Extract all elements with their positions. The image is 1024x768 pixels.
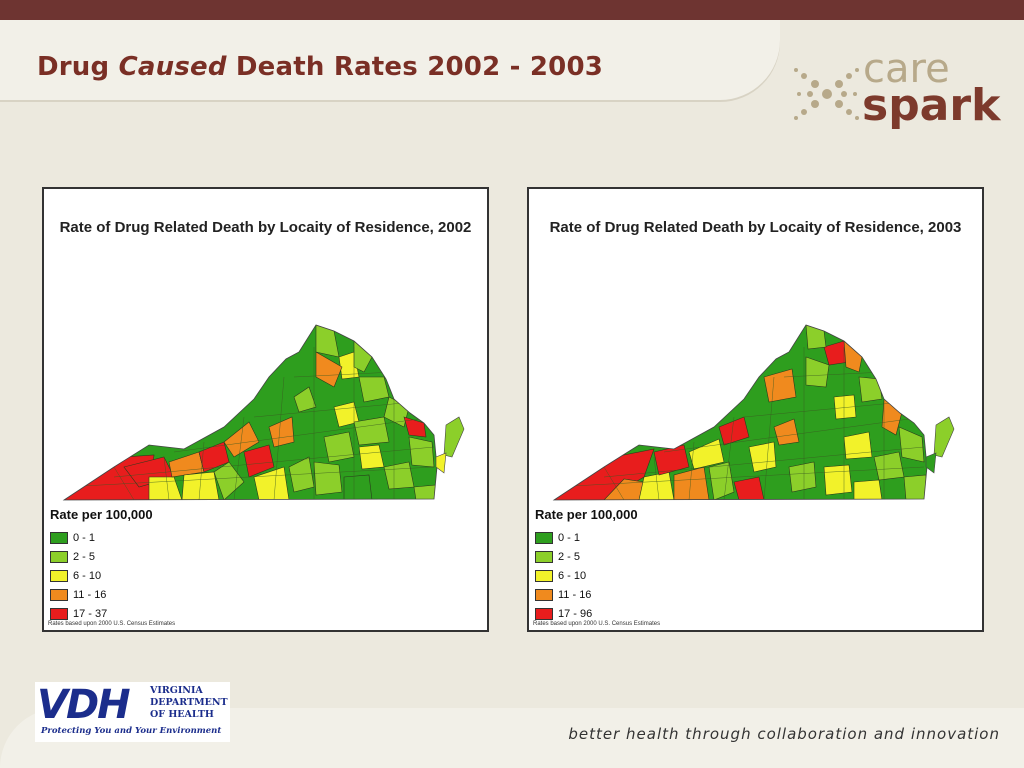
vdh-line-2: DEPARTMENT bbox=[150, 697, 228, 708]
legend-swatch bbox=[535, 531, 553, 544]
legend-label: 0 - 1 bbox=[558, 531, 581, 544]
legend-item: 17 - 37 bbox=[50, 604, 153, 623]
vdh-line-1: VIRGINIA bbox=[150, 685, 203, 696]
legend-swatch bbox=[50, 550, 68, 563]
legend-item: 11 - 16 bbox=[50, 585, 153, 604]
map-legend: Rate per 100,000 0 - 1 2 - 5 6 - 10 11 -… bbox=[50, 507, 153, 623]
legend-label: 2 - 5 bbox=[73, 550, 96, 563]
map-legend: Rate per 100,000 0 - 1 2 - 5 6 - 10 11 -… bbox=[535, 507, 638, 623]
map-title: Rate of Drug Related Death by Locaity of… bbox=[549, 219, 962, 236]
legend-swatch bbox=[535, 550, 553, 563]
legend-label: 2 - 5 bbox=[558, 550, 581, 563]
virginia-map-2003 bbox=[552, 324, 955, 501]
vdh-letters: VDH bbox=[37, 682, 131, 728]
legend-swatch bbox=[50, 569, 68, 582]
vdh-subtitle: Protecting You and Your Environment bbox=[41, 726, 222, 736]
legend-swatch bbox=[535, 607, 553, 620]
legend-item: 6 - 10 bbox=[535, 566, 638, 585]
legend-label: 17 - 37 bbox=[73, 607, 108, 620]
legend-swatch bbox=[535, 569, 553, 582]
map-panel-2002: Rate of Drug Related Death by Locaity of… bbox=[42, 187, 489, 632]
legend-item: 0 - 1 bbox=[535, 528, 638, 547]
starburst-icon bbox=[794, 68, 859, 120]
map-panel-2003: Rate of Drug Related Death by Locaity of… bbox=[527, 187, 984, 632]
legend-swatch bbox=[50, 607, 68, 620]
logo-word-care: care bbox=[863, 46, 950, 92]
slide-title: Drug Caused Death Rates 2002 - 2003 bbox=[37, 52, 604, 82]
legend-label: 0 - 1 bbox=[73, 531, 96, 544]
tagline: better health through collaboration and … bbox=[568, 725, 1000, 743]
legend-label: 11 - 16 bbox=[73, 588, 107, 601]
legend-swatch bbox=[50, 588, 68, 601]
footnote: Rates based upon 2000 U.S. Census Estima… bbox=[533, 621, 661, 627]
legend-swatch bbox=[50, 531, 68, 544]
header-band bbox=[0, 20, 780, 100]
logo-word-spark: spark bbox=[862, 80, 1001, 131]
legend-swatch bbox=[535, 588, 553, 601]
legend-item: 6 - 10 bbox=[50, 566, 153, 585]
legend-label: 6 - 10 bbox=[73, 569, 102, 582]
legend-item: 2 - 5 bbox=[535, 547, 638, 566]
carespark-logo: care spark bbox=[790, 46, 1010, 140]
legend-item: 11 - 16 bbox=[535, 585, 638, 604]
legend-item: 17 - 96 bbox=[535, 604, 638, 623]
map-title: Rate of Drug Related Death by Locaity of… bbox=[59, 219, 472, 236]
legend-item: 0 - 1 bbox=[50, 528, 153, 547]
vdh-line-3: OF HEALTH bbox=[150, 709, 214, 720]
vdh-logo: VDH VIRGINIA DEPARTMENT OF HEALTH Protec… bbox=[35, 682, 230, 742]
top-bar bbox=[0, 0, 1024, 20]
legend-title: Rate per 100,000 bbox=[50, 507, 153, 522]
legend-title: Rate per 100,000 bbox=[535, 507, 638, 522]
legend-label: 6 - 10 bbox=[558, 569, 587, 582]
legend-item: 2 - 5 bbox=[50, 547, 153, 566]
footnote: Rates based upon 2000 U.S. Census Estima… bbox=[48, 621, 176, 627]
virginia-map-2002 bbox=[62, 324, 465, 501]
legend-label: 11 - 16 bbox=[558, 588, 592, 601]
legend-label: 17 - 96 bbox=[558, 607, 593, 620]
